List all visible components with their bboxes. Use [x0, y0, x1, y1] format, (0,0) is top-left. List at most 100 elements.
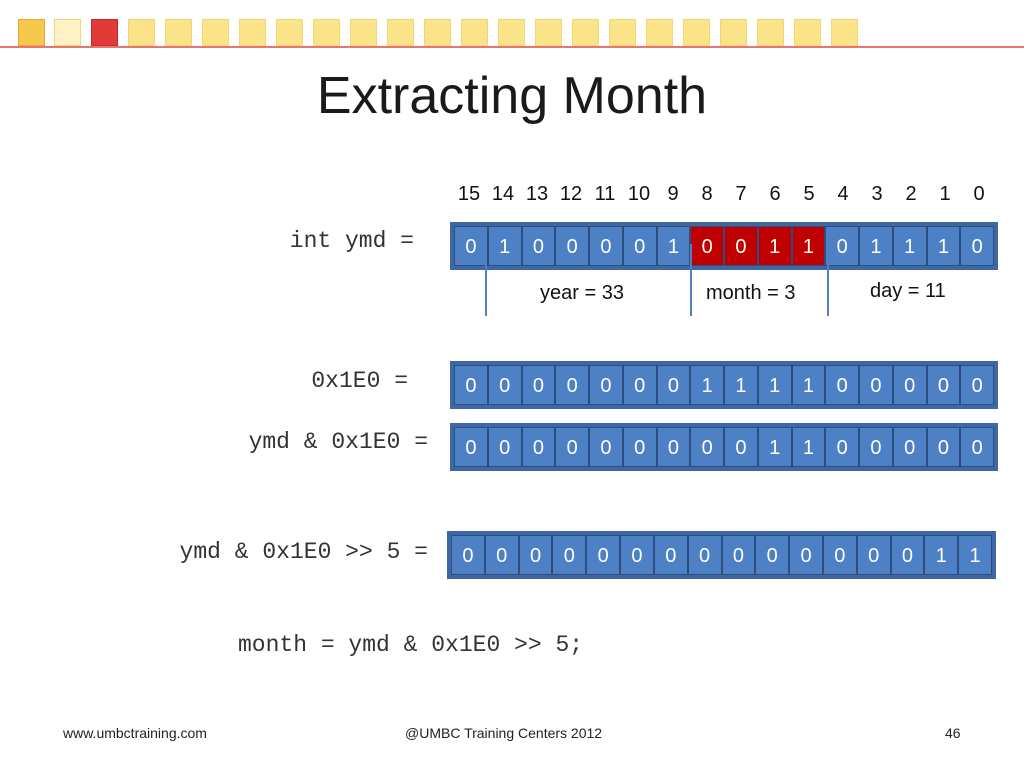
bit-index-label: 1	[939, 183, 951, 205]
bit-cell: 1	[791, 427, 826, 467]
bit-cell: 1	[859, 226, 893, 266]
bit-cell: 0	[521, 427, 556, 467]
bit-cell: 0	[484, 535, 519, 575]
decor-square	[128, 19, 155, 46]
bit-cell: 0	[589, 226, 623, 266]
bit-cell: 0	[892, 365, 927, 405]
field-label-day: day = 11	[870, 280, 946, 302]
slide-title: Extracting Month	[316, 67, 708, 125]
bit-cell: 0	[690, 427, 724, 467]
bit-cell: 0	[755, 535, 790, 575]
bit-cell: 0	[856, 535, 891, 575]
bit-index-label: 12	[559, 183, 583, 205]
page-number: 46	[945, 725, 961, 741]
decor-square	[91, 19, 118, 46]
bit-cell-highlighted: 0	[724, 226, 758, 266]
bit-cell: 0	[454, 427, 488, 467]
bit-cell: 0	[721, 535, 756, 575]
bit-cell: 0	[454, 365, 488, 405]
field-divider-year-month	[690, 244, 692, 316]
bit-cell: 0	[859, 427, 893, 467]
bit-index-label: 2	[905, 183, 917, 205]
bit-index-label: 7	[735, 183, 747, 205]
bit-cell: 1	[487, 226, 522, 266]
field-label-year: year = 33	[540, 282, 624, 304]
bit-cell: 0	[822, 535, 857, 575]
decor-square	[239, 19, 266, 46]
bit-cell: 0	[518, 535, 553, 575]
bit-cell: 1	[690, 365, 724, 405]
bit-cell: 1	[757, 427, 792, 467]
bit-cell: 1	[656, 226, 691, 266]
bit-cell: 0	[454, 226, 488, 266]
bit-cell: 0	[555, 226, 589, 266]
bit-cell: 0	[789, 535, 823, 575]
bit-cell: 1	[757, 365, 792, 405]
bit-cell: 0	[622, 365, 657, 405]
bit-cell-highlighted: 0	[690, 226, 724, 266]
decor-square	[646, 19, 673, 46]
register-label-mask: 0x1E0 =	[311, 368, 408, 394]
bit-cell: 0	[552, 535, 587, 575]
bit-index-label: 11	[594, 183, 616, 205]
bit-cell: 1	[926, 226, 961, 266]
bit-cell: 0	[653, 535, 688, 575]
register-label-shift: ymd & 0x1E0 >> 5 =	[179, 539, 428, 565]
field-divider-month-day	[827, 244, 829, 316]
bit-cell: 0	[859, 365, 893, 405]
bit-cell: 0	[687, 535, 722, 575]
bit-cell: 0	[487, 427, 522, 467]
bit-cell: 0	[487, 365, 522, 405]
decor-square	[757, 19, 784, 46]
bit-cell: 0	[656, 427, 691, 467]
field-divider-year-start	[485, 244, 487, 316]
decor-square	[202, 19, 229, 46]
bit-cell-highlighted: 1	[791, 226, 826, 266]
bit-cell: 1	[924, 535, 959, 575]
bit-cell: 0	[926, 365, 961, 405]
bit-cell: 1	[724, 365, 758, 405]
decor-square	[572, 19, 599, 46]
bit-cell: 0	[960, 365, 994, 405]
bit-index-label: 13	[525, 183, 549, 205]
bit-cell: 0	[555, 427, 589, 467]
bit-index-label: 6	[769, 183, 781, 205]
bit-cell: 0	[586, 535, 621, 575]
decor-square	[720, 19, 747, 46]
bit-cell: 0	[555, 365, 589, 405]
decor-square	[683, 19, 710, 46]
decor-square	[165, 19, 192, 46]
bit-cell: 0	[960, 427, 994, 467]
decor-square	[831, 19, 858, 46]
decor-square	[461, 19, 488, 46]
field-label-month: month = 3	[706, 282, 796, 304]
bit-index-label: 15	[457, 183, 481, 205]
bit-cell: 0	[892, 427, 927, 467]
bit-cell: 0	[724, 427, 758, 467]
bit-cell: 0	[622, 427, 657, 467]
bit-cell-highlighted: 1	[757, 226, 792, 266]
bit-index-label: 0	[973, 183, 985, 205]
decor-square	[276, 19, 303, 46]
bit-index-label: 5	[803, 183, 815, 205]
bit-cell: 0	[656, 365, 691, 405]
bit-cell: 1	[892, 226, 927, 266]
bit-cell: 0	[521, 365, 556, 405]
decor-square	[54, 19, 81, 46]
bit-cell: 0	[960, 226, 994, 266]
bit-cell: 0	[620, 535, 654, 575]
decor-square	[609, 19, 636, 46]
decor-square	[794, 19, 821, 46]
bit-cell: 1	[791, 365, 826, 405]
bit-cell: 0	[825, 427, 859, 467]
bit-index-label: 3	[871, 183, 883, 205]
bit-cell: 0	[926, 427, 961, 467]
code-line: month = ymd & 0x1E0 >> 5;	[238, 632, 584, 658]
bit-cell: 0	[521, 226, 556, 266]
decor-square	[18, 19, 45, 46]
footer-copyright: @UMBC Training Centers 2012	[405, 725, 603, 741]
register-label-ymd: int ymd =	[289, 228, 414, 254]
